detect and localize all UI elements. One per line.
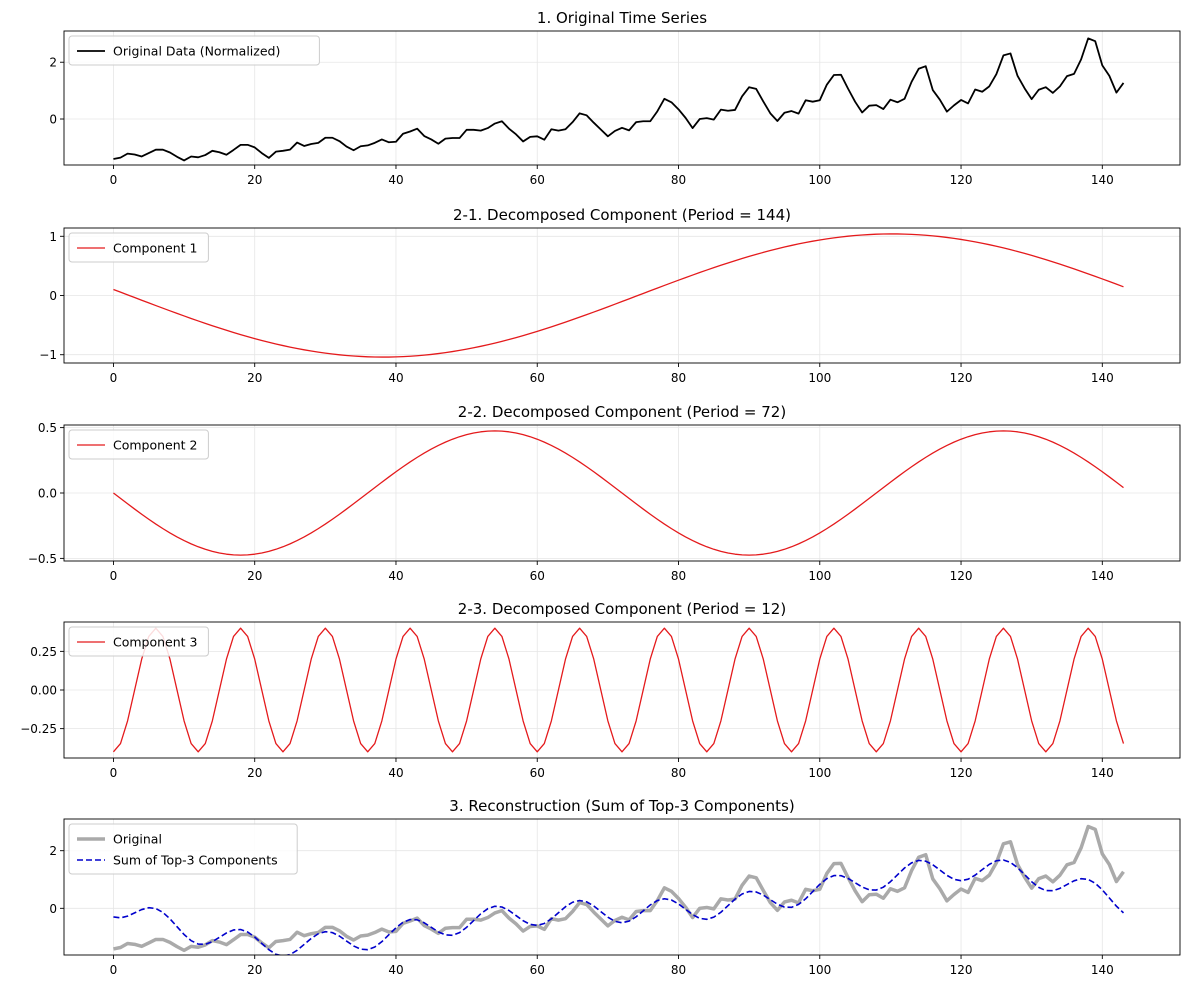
x-tick-label: 120 <box>950 569 973 583</box>
legend-label: Component 1 <box>113 241 198 256</box>
y-tick-label: 0.25 <box>30 645 57 659</box>
legend: Original Data (Normalized) <box>68 35 320 66</box>
x-tick-label: 20 <box>247 569 262 583</box>
panel-2: 2-1. Decomposed Component (Period = 144)… <box>39 206 1181 385</box>
y-tick-label: 1 <box>49 230 57 244</box>
x-tick-label: 60 <box>530 569 545 583</box>
y-tick-label: −1 <box>39 348 57 362</box>
legend-box <box>68 429 209 460</box>
x-tick-label: 0 <box>110 569 118 583</box>
series-line-original <box>113 824 1125 953</box>
x-tick-label: 120 <box>950 766 973 780</box>
panel-title: 2-3. Decomposed Component (Period = 12) <box>458 600 786 618</box>
x-tick-label: 20 <box>247 173 262 187</box>
axes-frame <box>63 818 1181 956</box>
x-tick-label: 20 <box>247 371 262 385</box>
series-line-component-2 <box>113 430 1124 556</box>
legend-label: Sum of Top-3 Components <box>113 853 278 868</box>
y-tick-label: 0.5 <box>38 421 57 435</box>
x-tick-label: 40 <box>388 371 403 385</box>
y-tick-label: 0.00 <box>30 684 57 698</box>
y-tick-label: 2 <box>49 844 57 858</box>
x-tick-label: 140 <box>1091 569 1114 583</box>
axes-frame <box>63 30 1181 166</box>
x-tick-label: 60 <box>530 963 545 977</box>
x-tick-label: 80 <box>671 371 686 385</box>
panel-title: 1. Original Time Series <box>537 9 707 27</box>
series-line-component-1 <box>113 233 1124 358</box>
x-tick-label: 120 <box>950 963 973 977</box>
legend-box <box>68 626 209 657</box>
panel-3: 2-2. Decomposed Component (Period = 72) 0… <box>28 403 1181 583</box>
x-tick-label: 60 <box>530 173 545 187</box>
legend-label: Component 3 <box>113 635 198 650</box>
legend-box <box>68 232 209 263</box>
legend-label: Component 2 <box>113 438 198 453</box>
legend: Component 1 <box>68 232 209 263</box>
x-tick-label: 100 <box>808 963 831 977</box>
y-tick-label: 0 <box>49 289 57 303</box>
x-tick-label: 140 <box>1091 963 1114 977</box>
x-tick-label: 40 <box>388 963 403 977</box>
x-tick-label: 0 <box>110 371 118 385</box>
legend-box <box>68 35 320 66</box>
x-tick-label: 40 <box>388 173 403 187</box>
x-tick-label: 140 <box>1091 371 1114 385</box>
legend-label: Original <box>113 832 162 847</box>
y-tick-label: 0.0 <box>38 487 57 501</box>
x-tick-label: 100 <box>808 569 831 583</box>
x-tick-label: 140 <box>1091 766 1114 780</box>
y-tick-label: 0 <box>49 113 57 127</box>
x-tick-label: 80 <box>671 766 686 780</box>
y-tick-label: 0 <box>49 902 57 916</box>
panel-title: 2-2. Decomposed Component (Period = 72) <box>458 403 786 421</box>
x-tick-label: 60 <box>530 371 545 385</box>
x-tick-label: 40 <box>388 766 403 780</box>
x-tick-label: 20 <box>247 766 262 780</box>
legend: Original Sum of Top-3 Components <box>68 823 298 875</box>
legend-box <box>68 823 298 875</box>
x-tick-label: 60 <box>530 766 545 780</box>
x-tick-label: 140 <box>1091 173 1114 187</box>
series-line-sum-of-top-3-components <box>113 859 1125 955</box>
legend-label: Original Data (Normalized) <box>113 44 280 59</box>
x-tick-label: 100 <box>808 371 831 385</box>
x-tick-label: 100 <box>808 173 831 187</box>
x-tick-label: 20 <box>247 963 262 977</box>
x-tick-label: 0 <box>110 963 118 977</box>
y-tick-label: 2 <box>49 56 57 70</box>
series-line-original-data-normalized- <box>113 37 1125 162</box>
panel-title: 2-1. Decomposed Component (Period = 144) <box>453 206 791 224</box>
x-tick-label: 100 <box>808 766 831 780</box>
y-tick-label: −0.25 <box>20 722 57 736</box>
panel-4: 2-3. Decomposed Component (Period = 12) 0… <box>20 600 1181 780</box>
y-tick-label: −0.5 <box>28 552 57 566</box>
series-line-component-3 <box>112 627 1125 753</box>
legend: Component 2 <box>68 429 209 460</box>
x-tick-label: 120 <box>950 173 973 187</box>
x-tick-label: 0 <box>110 173 118 187</box>
x-tick-label: 80 <box>671 963 686 977</box>
x-tick-label: 80 <box>671 569 686 583</box>
x-tick-label: 40 <box>388 569 403 583</box>
x-tick-label: 80 <box>671 173 686 187</box>
legend: Component 3 <box>68 626 209 657</box>
panel-title: 3. Reconstruction (Sum of Top-3 Componen… <box>449 797 794 815</box>
panel-5: 3. Reconstruction (Sum of Top-3 Componen… <box>49 797 1181 977</box>
x-tick-label: 0 <box>110 766 118 780</box>
x-tick-label: 120 <box>950 371 973 385</box>
